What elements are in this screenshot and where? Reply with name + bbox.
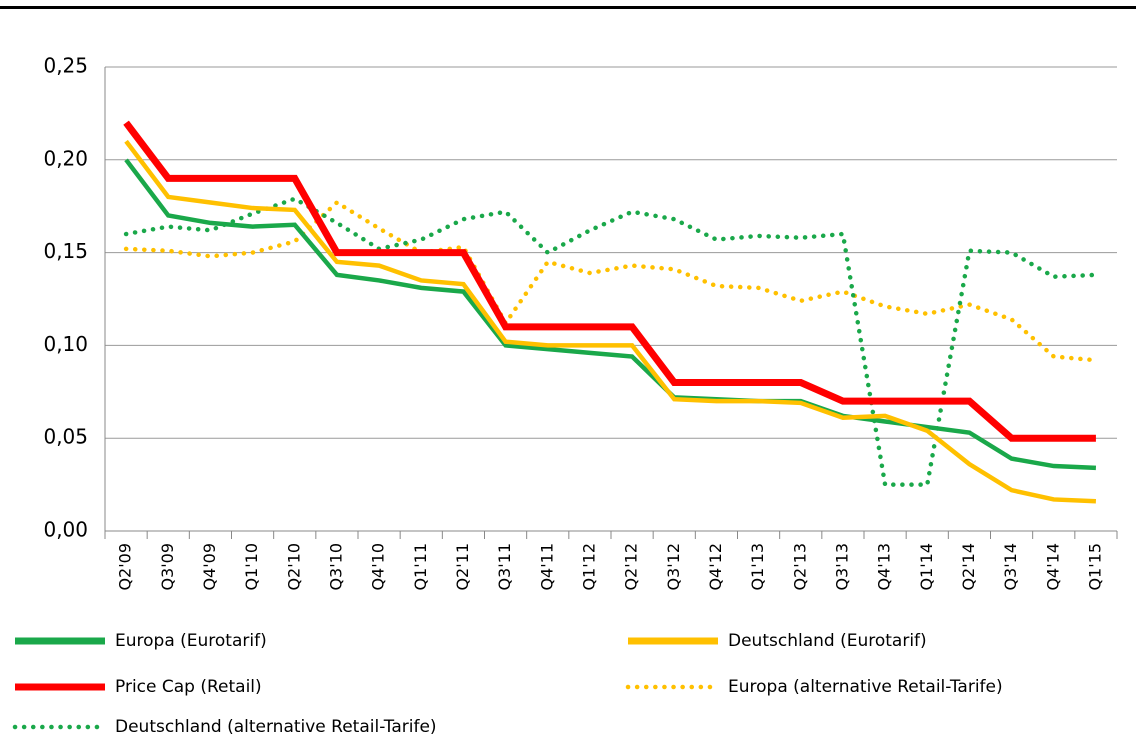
series-line	[123, 199, 1099, 363]
x-tick-label: Q3'13	[832, 543, 851, 591]
x-tick-label: Q3'11	[495, 543, 514, 591]
x-tick-label: Q1'10	[242, 543, 261, 591]
x-tick-label: Q4'14	[1043, 543, 1062, 591]
y-tick-label: 0,15	[43, 239, 88, 263]
x-tick-label: Q2'09	[116, 543, 135, 591]
x-tick-label: Q1'15	[1085, 543, 1104, 591]
x-tick-label: Q2'10	[284, 543, 303, 591]
x-tick-label: Q4'13	[875, 543, 894, 591]
legend-label: Europa (alternative Retail-Tarife)	[728, 677, 1003, 697]
x-tick-label: Q4'09	[200, 543, 219, 591]
x-tick-label: Q4'11	[537, 543, 556, 591]
x-tick-label: Q1'11	[411, 543, 430, 591]
y-tick-label: 0,25	[43, 54, 88, 78]
x-tick-label: Q2'12	[622, 543, 641, 591]
legend-label: Deutschland (Eurotarif)	[728, 631, 927, 651]
series-line	[123, 120, 1096, 442]
legend-label: Price Cap (Retail)	[115, 677, 262, 697]
y-tick-label: 0,20	[43, 146, 88, 170]
x-tick-label: Q1'12	[579, 543, 598, 591]
legend-label: Europa (Eurotarif)	[115, 631, 267, 651]
series-line	[123, 196, 1099, 487]
x-tick-label: Q2'13	[790, 543, 809, 591]
x-tick-label: Q3'12	[664, 543, 683, 591]
y-tick-label: 0,10	[43, 332, 88, 356]
legend-label: Deutschland (alternative Retail-Tarife)	[115, 717, 437, 737]
series-line	[124, 139, 1097, 504]
y-tick-label: 0,00	[43, 518, 88, 542]
y-tick-label: 0,05	[43, 425, 88, 449]
series-line	[124, 158, 1097, 471]
x-tick-label: Q2'11	[453, 543, 472, 591]
x-tick-label: Q3'10	[326, 543, 345, 591]
x-tick-label: Q4'12	[706, 543, 725, 591]
x-tick-label: Q3'14	[1001, 543, 1020, 591]
x-tick-label: Q3'09	[158, 543, 177, 591]
x-tick-label: Q1'14	[917, 543, 936, 591]
x-tick-label: Q2'14	[959, 543, 978, 591]
top-rule	[0, 6, 1136, 9]
x-tick-label: Q4'10	[369, 543, 388, 591]
x-tick-label: Q1'13	[748, 543, 767, 591]
